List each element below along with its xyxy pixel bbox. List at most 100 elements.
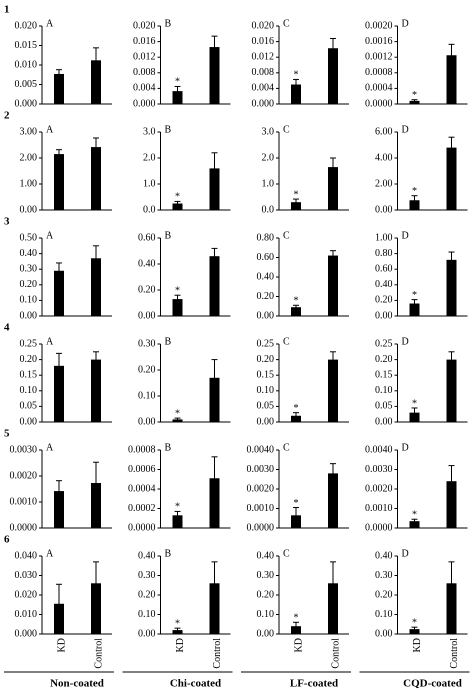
bar — [91, 359, 101, 422]
bar — [209, 478, 220, 528]
y-tick-label: 0.20 — [138, 589, 156, 600]
y-tick-label: 1.0 — [262, 178, 275, 189]
bar — [446, 55, 457, 104]
y-tick-label: 0.0000 — [10, 522, 38, 533]
bar — [328, 359, 338, 422]
significance-mark: * — [412, 617, 417, 628]
significance-mark: * — [175, 192, 180, 203]
significance-mark: * — [294, 70, 299, 81]
significance-mark: * — [412, 290, 417, 301]
bar — [446, 359, 457, 422]
y-tick-label: 0.0 — [262, 204, 275, 215]
panel-label: C — [283, 442, 290, 453]
y-tick-label: 0.00 — [138, 628, 156, 639]
y-tick-label: 0.05 — [375, 401, 393, 412]
y-tick-label: 2.0 — [262, 152, 275, 163]
panel-label: A — [46, 548, 54, 559]
y-tick-label: 0.000 — [252, 98, 275, 109]
y-tick-label: 0.40 — [138, 258, 156, 269]
bar — [91, 60, 101, 104]
panel-label: A — [46, 230, 54, 241]
bar — [172, 91, 183, 104]
bar — [172, 515, 183, 528]
y-tick-label: 0.0000 — [365, 98, 393, 109]
y-tick-label: 0.00 — [138, 310, 156, 321]
y-tick-label: 0.0012 — [365, 51, 393, 62]
y-tick-label: 0.0020 — [10, 470, 38, 481]
bar — [91, 483, 101, 528]
y-tick-label: 0.0000 — [365, 522, 393, 533]
y-tick-label: 0.10 — [138, 390, 156, 401]
y-tick-label: 0.0030 — [10, 444, 38, 455]
x-tick-label: KD — [175, 638, 186, 652]
y-tick-label: 0.00 — [257, 628, 275, 639]
y-tick-label: 0.0002 — [128, 503, 156, 514]
y-tick-label: 0.20 — [257, 354, 275, 365]
row-label: 1 — [4, 4, 10, 16]
significance-mark: * — [175, 408, 180, 419]
panel-label: C — [283, 230, 290, 241]
bar — [91, 583, 101, 634]
x-tick-label: Control — [93, 638, 104, 669]
significance-mark: * — [175, 77, 180, 88]
panel-label: C — [283, 548, 290, 559]
panel-label: A — [46, 18, 54, 29]
panel-label: B — [165, 442, 172, 453]
y-tick-label: 0.10 — [20, 295, 38, 306]
y-tick-label: 0.10 — [257, 385, 275, 396]
y-tick-label: 0.00 — [20, 204, 38, 215]
y-tick-label: 0.0010 — [10, 496, 38, 507]
y-tick-label: 0.80 — [375, 248, 393, 259]
bar — [209, 377, 220, 422]
y-tick-label: 0.0010 — [247, 503, 275, 514]
y-tick-label: 0.25 — [20, 338, 38, 349]
y-tick-label: 0.0000 — [128, 522, 156, 533]
y-tick-label: 2.00 — [20, 152, 38, 163]
y-tick-label: 0.30 — [257, 570, 275, 581]
y-tick-label: 0.0030 — [365, 464, 393, 475]
y-tick-label: 0.40 — [257, 550, 275, 561]
x-tick-label: Control — [449, 638, 460, 669]
x-tick-label: KD — [293, 638, 304, 652]
bar — [409, 200, 420, 210]
y-tick-label: 0.015 — [15, 40, 38, 51]
y-tick-label: 0.004 — [252, 83, 275, 94]
panel-label: D — [402, 442, 409, 453]
y-tick-label: 0.40 — [257, 271, 275, 282]
panel-label: B — [165, 124, 172, 135]
y-tick-label: 0.00 — [375, 204, 393, 215]
y-tick-label: 0.016 — [133, 36, 156, 47]
y-tick-label: 0.020 — [252, 20, 275, 31]
y-tick-label: 0.010 — [15, 609, 38, 620]
y-tick-label: 0.00 — [20, 310, 38, 321]
y-tick-label: 0.60 — [375, 263, 393, 274]
y-tick-label: 0.012 — [252, 51, 275, 62]
y-tick-label: 0.0006 — [128, 464, 156, 475]
y-tick-label: 0.008 — [252, 67, 275, 78]
panel-label: B — [165, 18, 172, 29]
y-tick-label: 6.00 — [375, 126, 393, 137]
bar — [409, 629, 420, 634]
y-tick-label: 0.30 — [20, 263, 38, 274]
y-tick-label: 0.10 — [375, 609, 393, 620]
y-tick-label: 0.0040 — [247, 444, 275, 455]
y-tick-label: 0.030 — [15, 570, 38, 581]
y-tick-label: 2.0 — [143, 152, 156, 163]
y-tick-label: 0.0004 — [128, 483, 156, 494]
y-tick-label: 0.30 — [375, 570, 393, 581]
bar — [54, 365, 64, 422]
y-tick-label: 0.0 — [143, 204, 156, 215]
y-tick-label: 0.10 — [138, 609, 156, 620]
y-tick-label: 3.0 — [143, 126, 156, 137]
bar — [54, 270, 64, 316]
x-tick-label: KD — [412, 638, 423, 652]
x-tick-label: Control — [212, 638, 223, 669]
bar — [328, 583, 338, 634]
significance-mark: * — [294, 613, 299, 624]
significance-mark: * — [294, 498, 299, 509]
y-tick-label: 1.00 — [20, 178, 38, 189]
bar — [91, 258, 101, 316]
y-tick-label: 0.60 — [257, 252, 275, 263]
y-tick-label: 0.00 — [375, 416, 393, 427]
